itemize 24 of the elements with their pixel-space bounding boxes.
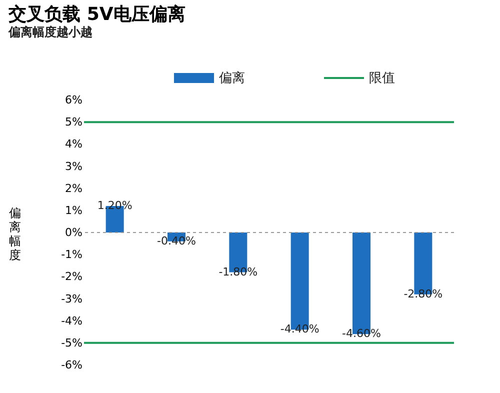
data-label: -4.40% (280, 322, 320, 336)
legend-label: 偏离 (219, 70, 245, 86)
y-axis-title: 偏离幅度 (9, 206, 22, 262)
y-tick-label: 4% (65, 138, 82, 151)
data-label: -4.60% (342, 327, 381, 340)
data-label: -1.80% (218, 265, 258, 278)
y-tick-label: -6% (61, 358, 82, 372)
y-tick-label: -1% (61, 248, 82, 262)
y-tick-label: -5% (61, 336, 82, 350)
y-tick-label: -2% (61, 270, 82, 284)
y-tick-label: 3% (65, 160, 82, 173)
chart-subtitle: 偏离幅度越小越 (8, 25, 93, 39)
y-tick-label: 0% (65, 226, 82, 239)
data-label: -0.40% (157, 234, 196, 248)
data-label: 1.20% (97, 199, 132, 212)
y-tick-label: 6% (65, 94, 82, 106)
y-tick-label: -4% (61, 314, 82, 328)
legend-label: 限值 (369, 71, 395, 86)
chart-title: 交叉负载 5V电压偏离 (8, 4, 186, 25)
y-tick-label: 5% (65, 116, 82, 129)
data-label: -2.80% (404, 287, 443, 300)
y-tick-label: -3% (61, 292, 82, 306)
y-tick-label: 1% (65, 204, 82, 217)
y-tick-label: 2% (65, 182, 82, 195)
